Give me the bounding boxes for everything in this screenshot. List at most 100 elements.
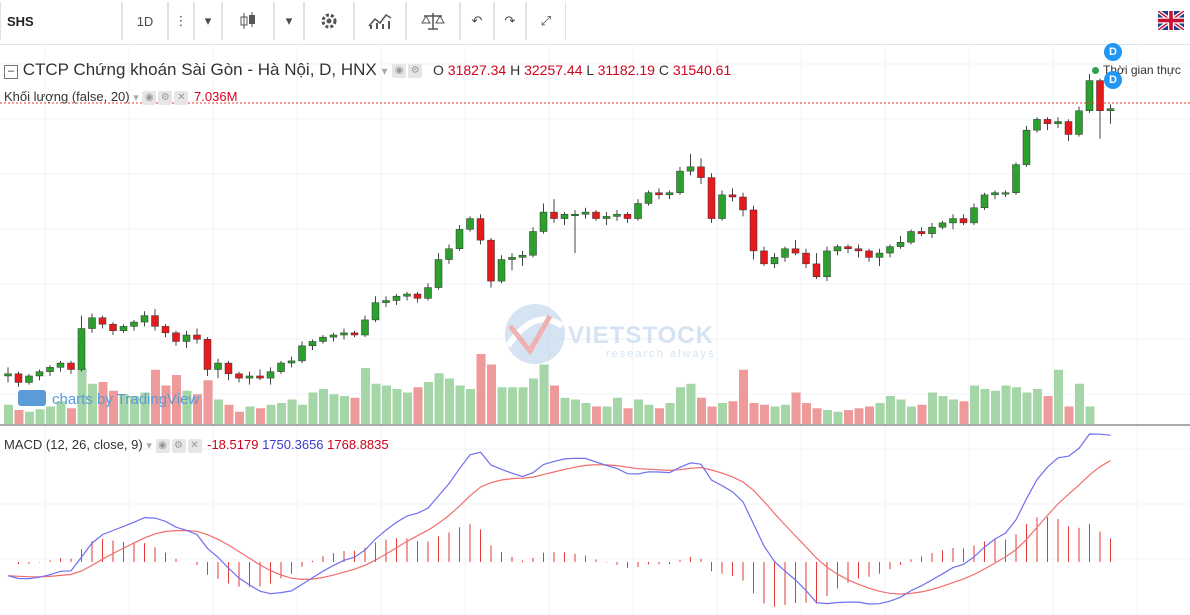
candle-body bbox=[119, 326, 128, 331]
volume-bar bbox=[308, 392, 318, 424]
eye-icon[interactable]: ◉ bbox=[142, 90, 157, 105]
candle-body bbox=[686, 166, 695, 172]
chevron-down-icon[interactable]: ▾ bbox=[194, 2, 222, 40]
volume-bar bbox=[791, 392, 801, 424]
volume-bar bbox=[266, 404, 276, 424]
uk-flag-icon[interactable] bbox=[1158, 11, 1184, 30]
tradingview-attribution[interactable]: charts by TradingView bbox=[18, 390, 199, 408]
candle-body bbox=[424, 287, 432, 299]
candles-icon[interactable] bbox=[222, 2, 274, 40]
volume-bar bbox=[256, 408, 265, 424]
volume-bar bbox=[109, 390, 118, 424]
undo-icon[interactable]: ↶ bbox=[460, 2, 494, 40]
candle-body bbox=[907, 231, 915, 243]
macd-label: MACD (12, 26, close, 9) bbox=[4, 437, 143, 452]
volume-bar bbox=[466, 389, 475, 424]
candle-body bbox=[329, 334, 338, 338]
candle-body bbox=[214, 362, 222, 370]
chevron-down-icon[interactable]: ▾ bbox=[274, 2, 304, 40]
candle-body bbox=[1054, 121, 1062, 124]
volume-bar bbox=[172, 375, 181, 424]
candle-body bbox=[224, 362, 233, 375]
volume-bar bbox=[907, 406, 916, 424]
collapse-icon[interactable]: – bbox=[4, 65, 18, 79]
candle-body bbox=[161, 326, 170, 334]
candle-body bbox=[980, 194, 989, 209]
volume-bar bbox=[980, 389, 990, 424]
dividend-marker[interactable]: D bbox=[1104, 71, 1122, 89]
volume-bar bbox=[823, 410, 832, 424]
candle-body bbox=[676, 170, 684, 193]
volume-bar bbox=[949, 399, 958, 424]
volume-bar bbox=[35, 409, 45, 424]
redo-icon[interactable]: ↷ bbox=[494, 2, 526, 40]
candle-body bbox=[413, 293, 422, 299]
volume-bar bbox=[959, 401, 969, 424]
volume-bar bbox=[119, 394, 129, 424]
candle-body bbox=[665, 192, 674, 196]
chevron-down-icon[interactable]: ▾ bbox=[146, 440, 152, 452]
close-icon[interactable]: ✕ bbox=[174, 90, 189, 105]
candle-body bbox=[455, 229, 464, 249]
volume-bar bbox=[886, 396, 895, 424]
candle-body bbox=[298, 345, 306, 362]
compare-icon[interactable] bbox=[406, 2, 460, 40]
volume-bar bbox=[991, 390, 1000, 424]
gear-icon[interactable] bbox=[304, 2, 354, 40]
candle-body bbox=[529, 231, 537, 256]
volume-bar bbox=[203, 380, 213, 424]
volume-bar bbox=[329, 394, 339, 424]
volume-bar bbox=[130, 396, 139, 424]
volume-bar bbox=[833, 411, 843, 424]
candle-body bbox=[938, 222, 947, 228]
volume-bar bbox=[644, 404, 654, 424]
candle-body bbox=[308, 341, 317, 347]
price-chart[interactable] bbox=[0, 44, 1190, 615]
fullscreen-icon[interactable]: ⤢ bbox=[526, 2, 566, 40]
volume-bar bbox=[529, 378, 538, 424]
candle-body bbox=[655, 192, 663, 196]
candle-body bbox=[382, 300, 390, 303]
candle-body bbox=[781, 248, 789, 258]
candle-body bbox=[865, 250, 873, 258]
candle-body bbox=[350, 332, 359, 336]
candle-body bbox=[592, 211, 600, 219]
settings-icon[interactable]: ⚙ bbox=[158, 90, 173, 105]
chevron-down-icon[interactable]: ▾ bbox=[381, 64, 388, 78]
indicators-icon[interactable] bbox=[354, 2, 406, 40]
candle-body bbox=[1033, 119, 1041, 131]
candle-body bbox=[466, 218, 474, 230]
eye-icon[interactable]: ◉ bbox=[392, 63, 407, 78]
symbol-search[interactable]: SHS bbox=[0, 2, 122, 40]
volume-bar bbox=[1075, 383, 1084, 424]
interval-button[interactable]: 1D bbox=[122, 2, 168, 40]
candle-body bbox=[991, 192, 999, 196]
candle-body bbox=[539, 211, 548, 232]
volume-bar bbox=[686, 383, 696, 424]
live-dot-icon bbox=[1092, 67, 1099, 74]
more-intervals-icon[interactable]: ⋮ bbox=[168, 2, 194, 40]
candle-body bbox=[140, 315, 149, 323]
main-legend: – CTCP Chứng khoán Sài Gòn - Hà Nội, D, … bbox=[4, 60, 731, 80]
candle-body bbox=[1001, 192, 1010, 195]
volume-bar bbox=[140, 392, 150, 424]
volume-bar bbox=[539, 364, 549, 424]
volume-bar bbox=[592, 406, 601, 424]
candle-body bbox=[896, 242, 905, 247]
volume-bar bbox=[277, 403, 286, 424]
volume-label: Khối lượng (false, 20) bbox=[4, 89, 130, 104]
globe-logo-icon bbox=[505, 304, 565, 364]
volume-bar bbox=[728, 401, 738, 424]
dividend-marker[interactable]: D bbox=[1104, 43, 1122, 61]
volume-bar bbox=[340, 396, 349, 424]
eye-icon[interactable]: ◉ bbox=[155, 438, 170, 453]
candle-body bbox=[487, 239, 495, 282]
candle-body bbox=[193, 334, 201, 340]
volume-bar bbox=[718, 403, 727, 424]
candle-body bbox=[917, 231, 926, 234]
settings-icon[interactable]: ⚙ bbox=[408, 63, 423, 78]
chevron-down-icon[interactable]: ▾ bbox=[133, 92, 139, 104]
settings-icon[interactable]: ⚙ bbox=[171, 438, 186, 453]
close-icon[interactable]: ✕ bbox=[187, 438, 202, 453]
volume-bar bbox=[865, 406, 874, 424]
